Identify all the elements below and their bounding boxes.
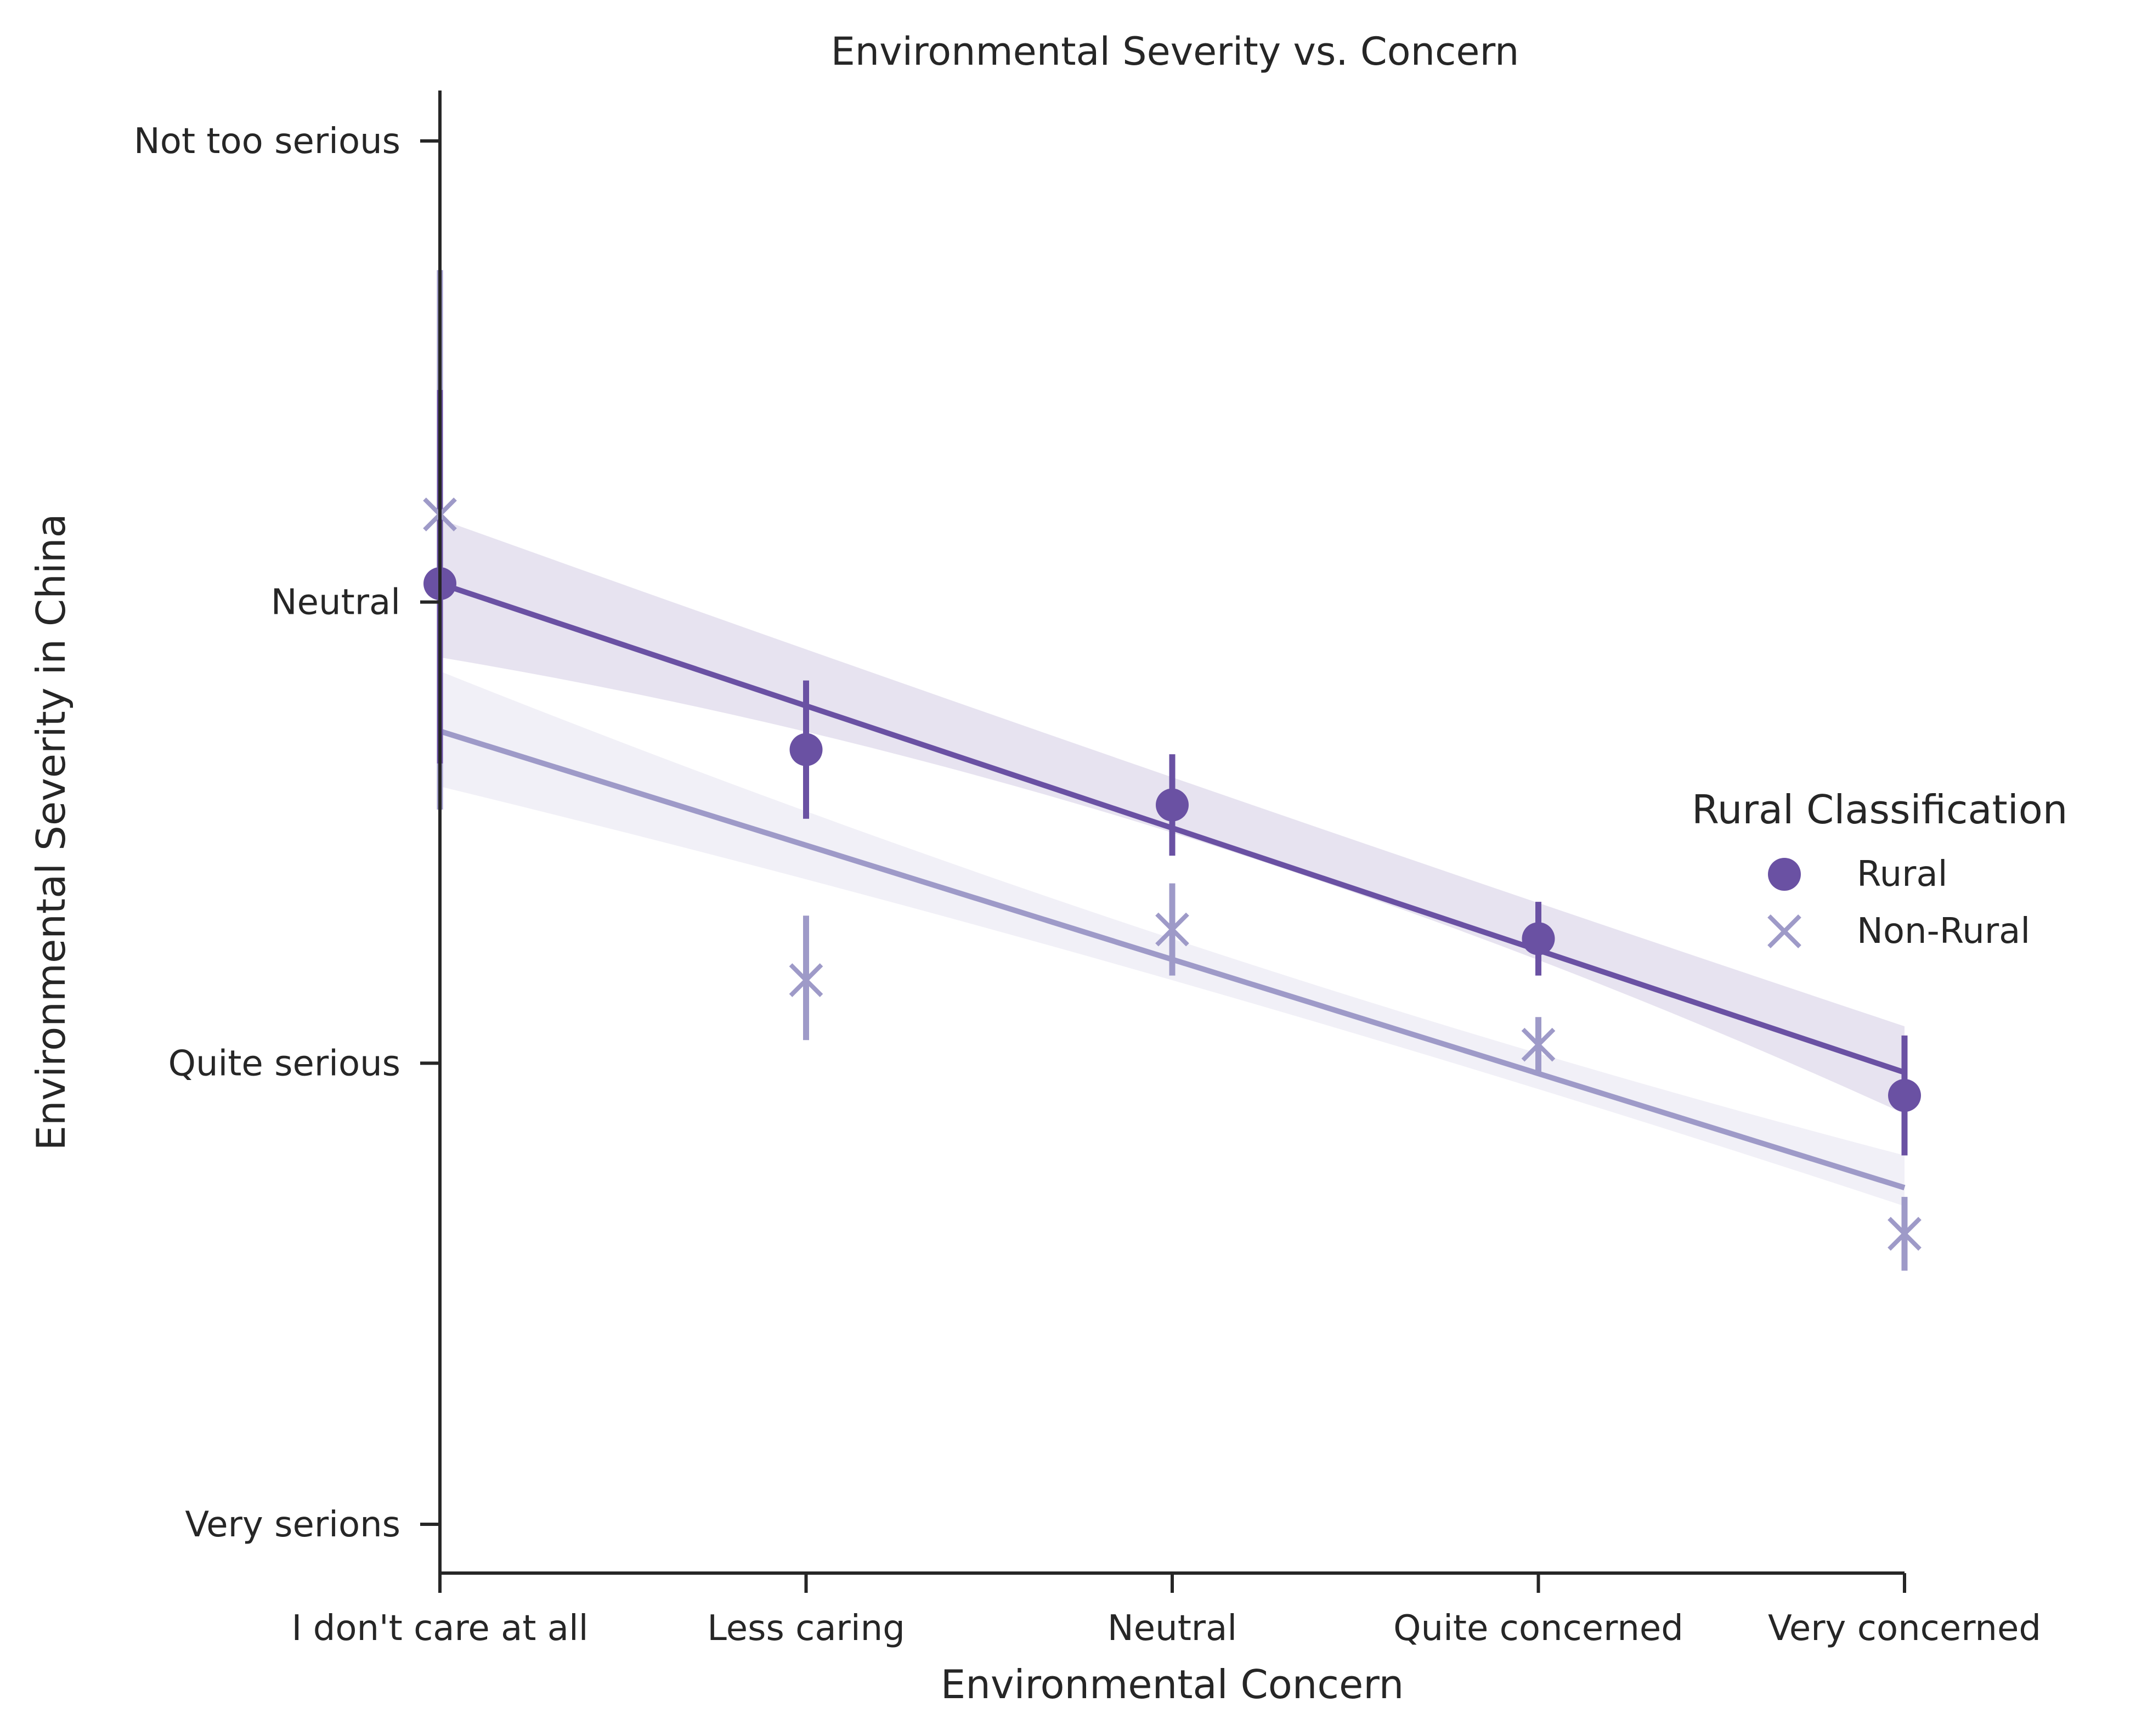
point-non-rural-3 [1521,1027,1556,1062]
point-rural-4 [1888,1079,1921,1112]
x-tick-label-3: Quite concerned [1393,1608,1683,1649]
y-axis-label: Environmental Severity in China [28,513,74,1150]
point-non-rural-4 [1888,1217,1922,1251]
x-tick-label-2: Neutral [1107,1608,1237,1649]
x-tick-label-4: Very concerned [1768,1608,2041,1649]
point-rural-3 [1522,922,1555,955]
x-tick-label-1: Less caring [707,1608,905,1649]
legend: Rural Classification Rural Non-Rural [1692,787,2067,952]
x-axis-label: Environmental Concern [941,1661,1404,1707]
point-rural-1 [789,733,823,766]
y-axis: Very serions Quite serious Neutral Not too … [134,91,442,1573]
legend-label-non-rural: Non-Rural [1857,911,2030,952]
y-ticks: Very serions Quite serious Neutral Not too … [134,121,440,1545]
legend-label-rural: Rural [1857,854,1947,895]
legend-title: Rural Classification [1692,787,2067,833]
x-axis: I don't care at all Less caring Neutral Qui… [291,1571,2041,1649]
x-tick-label-0: I don't care at all [291,1608,588,1649]
y-tick-label-0: Very serions [185,1505,400,1545]
legend-marker-non-rural [1767,914,1801,948]
point-non-rural-1 [789,963,823,997]
y-tick-label-2: Neutral [271,583,400,623]
confidence-bands [440,519,1905,1206]
point-non-rural-2 [1155,912,1189,947]
chart-title: Environmental Severity vs. Concern [831,29,1519,74]
x-ticks: I don't care at all Less caring Neutral Qui… [291,1573,2041,1649]
y-tick-label-1: Quite serious [168,1043,400,1084]
legend-marker-rural [1768,858,1801,891]
y-tick-label-3: Not too serious [134,121,400,162]
plot-area [423,270,1922,1271]
point-rural-2 [1156,788,1189,822]
